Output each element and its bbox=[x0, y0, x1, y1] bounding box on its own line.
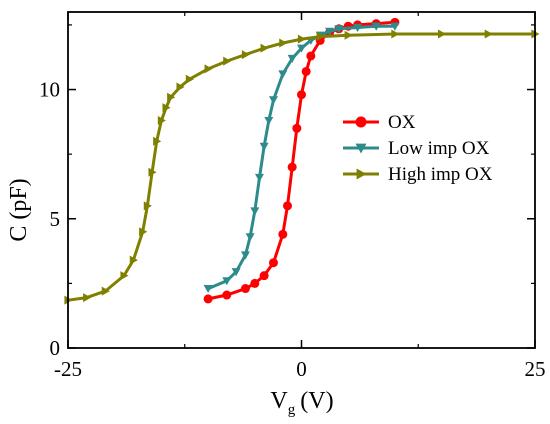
y-tick-label: 10 bbox=[39, 78, 60, 102]
data-point bbox=[306, 51, 316, 61]
data-point bbox=[223, 56, 232, 66]
x-axis-title-unit: (V) bbox=[300, 388, 333, 414]
data-point bbox=[334, 25, 344, 34]
data-point bbox=[254, 173, 264, 182]
data-point bbox=[259, 271, 269, 281]
data-point bbox=[222, 290, 232, 300]
data-point bbox=[148, 167, 157, 177]
data-point bbox=[282, 201, 292, 211]
data-point bbox=[162, 103, 171, 113]
series-high-imp-ox bbox=[64, 29, 540, 305]
x-tick-label: 0 bbox=[296, 357, 307, 381]
y-tick-label: 5 bbox=[50, 207, 61, 231]
x-axis-title-subscript: g bbox=[288, 402, 296, 418]
data-point bbox=[371, 22, 381, 31]
axis-ticks bbox=[67, 12, 536, 349]
data-point bbox=[278, 229, 288, 239]
data-point bbox=[222, 277, 232, 286]
data-point bbox=[260, 43, 269, 53]
data-point bbox=[278, 70, 288, 79]
x-axis-title-var: V bbox=[270, 388, 288, 414]
legend: OX Low imp OX High imp OX bbox=[343, 112, 493, 185]
data-point bbox=[297, 34, 306, 44]
x-axis-title: Vg (V) bbox=[270, 388, 333, 418]
legend-entry: OX bbox=[343, 112, 416, 133]
data-point bbox=[143, 201, 152, 211]
data-point bbox=[438, 29, 447, 39]
data-point bbox=[153, 136, 162, 146]
data-point bbox=[203, 294, 213, 304]
data-point bbox=[120, 271, 129, 281]
data-point bbox=[325, 27, 335, 36]
series-line bbox=[207, 20, 396, 301]
data-point bbox=[268, 258, 278, 268]
data-point bbox=[157, 116, 166, 126]
legend-marker bbox=[355, 143, 367, 154]
data-point bbox=[297, 90, 306, 100]
data-point bbox=[240, 284, 250, 294]
data-point bbox=[176, 82, 185, 92]
legend-label: OX bbox=[388, 112, 416, 133]
data-point bbox=[484, 29, 493, 39]
legend-marker bbox=[355, 116, 367, 128]
y-axis-title: C (pF) bbox=[6, 178, 32, 241]
data-point bbox=[241, 50, 250, 60]
data-point bbox=[250, 278, 260, 288]
data-point bbox=[129, 255, 138, 265]
data-point bbox=[231, 268, 241, 277]
data-point bbox=[83, 293, 92, 303]
data-point bbox=[203, 284, 213, 294]
data-point bbox=[245, 233, 255, 242]
data-point bbox=[185, 74, 194, 84]
data-point bbox=[391, 29, 400, 39]
legend-entry: Low imp OX bbox=[343, 138, 490, 159]
data-point bbox=[240, 251, 250, 260]
data-point bbox=[287, 162, 297, 172]
data-point bbox=[139, 227, 148, 237]
x-tick-label: 25 bbox=[525, 357, 546, 381]
y-tick-label: 0 bbox=[50, 336, 61, 360]
data-point bbox=[287, 54, 297, 64]
series-low-imp-ox bbox=[203, 22, 400, 294]
x-tick-label: -25 bbox=[54, 357, 82, 381]
data-point bbox=[301, 66, 311, 76]
data-point bbox=[264, 116, 274, 126]
series-ox bbox=[203, 17, 400, 304]
data-point bbox=[316, 32, 325, 42]
data-point bbox=[390, 22, 400, 31]
legend-label: High imp OX bbox=[388, 164, 493, 185]
legend-entry: High imp OX bbox=[343, 164, 493, 185]
legend-marker bbox=[356, 168, 367, 180]
series-line bbox=[207, 24, 395, 290]
data-point bbox=[297, 44, 306, 53]
data-point bbox=[204, 64, 213, 74]
series-line bbox=[67, 32, 535, 302]
data-point bbox=[101, 286, 110, 296]
data-point bbox=[353, 23, 363, 33]
data-point bbox=[167, 92, 176, 102]
data-point bbox=[292, 123, 302, 133]
data-point bbox=[250, 207, 260, 216]
legend-label: Low imp OX bbox=[388, 138, 490, 159]
plot-curves bbox=[64, 17, 540, 305]
data-point bbox=[279, 38, 288, 48]
data-point bbox=[259, 142, 269, 151]
data-point bbox=[344, 30, 353, 40]
data-point bbox=[268, 96, 278, 105]
